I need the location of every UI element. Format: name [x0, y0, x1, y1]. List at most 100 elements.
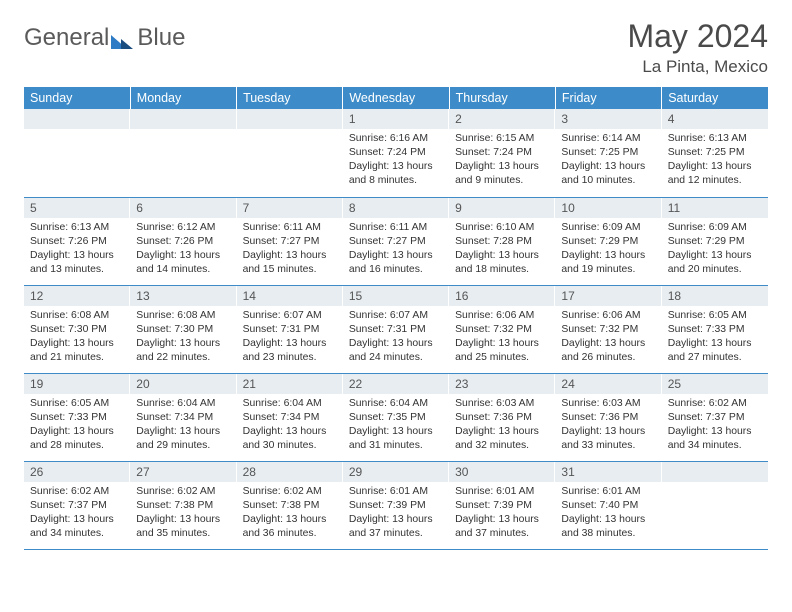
- day-cell: 3Sunrise: 6:14 AMSunset: 7:25 PMDaylight…: [555, 109, 661, 197]
- day-cell: 4Sunrise: 6:13 AMSunset: 7:25 PMDaylight…: [662, 109, 768, 197]
- weekday-header: Tuesday: [237, 87, 343, 109]
- weekday-header: Saturday: [662, 87, 768, 109]
- day-number: 2: [449, 109, 555, 129]
- day-number: 30: [449, 462, 555, 482]
- weekday-header: Monday: [130, 87, 236, 109]
- day-number: 5: [24, 198, 130, 218]
- day-cell: 18Sunrise: 6:05 AMSunset: 7:33 PMDayligh…: [662, 285, 768, 373]
- day-number: 13: [130, 286, 236, 306]
- day-info: Sunrise: 6:04 AMSunset: 7:34 PMDaylight:…: [130, 394, 236, 457]
- day-number: 7: [237, 198, 343, 218]
- day-cell: 16Sunrise: 6:06 AMSunset: 7:32 PMDayligh…: [449, 285, 555, 373]
- day-number: [237, 109, 343, 129]
- day-info: Sunrise: 6:04 AMSunset: 7:34 PMDaylight:…: [237, 394, 343, 457]
- day-info: Sunrise: 6:01 AMSunset: 7:40 PMDaylight:…: [555, 482, 661, 545]
- calendar-body: 1Sunrise: 6:16 AMSunset: 7:24 PMDaylight…: [24, 109, 768, 549]
- calendar-row: 1Sunrise: 6:16 AMSunset: 7:24 PMDaylight…: [24, 109, 768, 197]
- day-cell: 17Sunrise: 6:06 AMSunset: 7:32 PMDayligh…: [555, 285, 661, 373]
- day-info: Sunrise: 6:02 AMSunset: 7:38 PMDaylight:…: [237, 482, 343, 545]
- day-number: 22: [343, 374, 449, 394]
- day-cell: 22Sunrise: 6:04 AMSunset: 7:35 PMDayligh…: [343, 373, 449, 461]
- day-info: Sunrise: 6:14 AMSunset: 7:25 PMDaylight:…: [555, 129, 661, 192]
- day-cell: 1Sunrise: 6:16 AMSunset: 7:24 PMDaylight…: [343, 109, 449, 197]
- day-cell: 31Sunrise: 6:01 AMSunset: 7:40 PMDayligh…: [555, 461, 661, 549]
- day-cell: 10Sunrise: 6:09 AMSunset: 7:29 PMDayligh…: [555, 197, 661, 285]
- day-info: Sunrise: 6:06 AMSunset: 7:32 PMDaylight:…: [449, 306, 555, 369]
- day-number: 3: [555, 109, 661, 129]
- day-info: Sunrise: 6:05 AMSunset: 7:33 PMDaylight:…: [662, 306, 768, 369]
- day-number: 15: [343, 286, 449, 306]
- day-number: 21: [237, 374, 343, 394]
- calendar-row: 5Sunrise: 6:13 AMSunset: 7:26 PMDaylight…: [24, 197, 768, 285]
- day-number: 24: [555, 374, 661, 394]
- calendar-table: SundayMondayTuesdayWednesdayThursdayFrid…: [24, 87, 768, 550]
- day-info: Sunrise: 6:08 AMSunset: 7:30 PMDaylight:…: [130, 306, 236, 369]
- calendar-row: 26Sunrise: 6:02 AMSunset: 7:37 PMDayligh…: [24, 461, 768, 549]
- day-number: [130, 109, 236, 129]
- day-info: Sunrise: 6:07 AMSunset: 7:31 PMDaylight:…: [237, 306, 343, 369]
- day-cell: 12Sunrise: 6:08 AMSunset: 7:30 PMDayligh…: [24, 285, 130, 373]
- day-number: 1: [343, 109, 449, 129]
- day-cell: 7Sunrise: 6:11 AMSunset: 7:27 PMDaylight…: [237, 197, 343, 285]
- empty-cell: [662, 461, 768, 549]
- day-number: 11: [662, 198, 768, 218]
- day-cell: 20Sunrise: 6:04 AMSunset: 7:34 PMDayligh…: [130, 373, 236, 461]
- day-number: 26: [24, 462, 130, 482]
- day-number: 23: [449, 374, 555, 394]
- day-cell: 27Sunrise: 6:02 AMSunset: 7:38 PMDayligh…: [130, 461, 236, 549]
- day-cell: 25Sunrise: 6:02 AMSunset: 7:37 PMDayligh…: [662, 373, 768, 461]
- calendar-row: 12Sunrise: 6:08 AMSunset: 7:30 PMDayligh…: [24, 285, 768, 373]
- day-info: Sunrise: 6:13 AMSunset: 7:25 PMDaylight:…: [662, 129, 768, 192]
- weekday-header: Friday: [555, 87, 661, 109]
- day-number: 25: [662, 374, 768, 394]
- day-number: [662, 462, 768, 482]
- day-info: Sunrise: 6:06 AMSunset: 7:32 PMDaylight:…: [555, 306, 661, 369]
- day-info: Sunrise: 6:05 AMSunset: 7:33 PMDaylight:…: [24, 394, 130, 457]
- empty-cell: [237, 109, 343, 197]
- day-info: Sunrise: 6:08 AMSunset: 7:30 PMDaylight:…: [24, 306, 130, 369]
- day-cell: 24Sunrise: 6:03 AMSunset: 7:36 PMDayligh…: [555, 373, 661, 461]
- sail-icon: [111, 31, 135, 49]
- day-info: Sunrise: 6:10 AMSunset: 7:28 PMDaylight:…: [449, 218, 555, 281]
- weekday-header: Thursday: [449, 87, 555, 109]
- day-info: Sunrise: 6:13 AMSunset: 7:26 PMDaylight:…: [24, 218, 130, 281]
- day-number: 8: [343, 198, 449, 218]
- location-label: La Pinta, Mexico: [627, 57, 768, 77]
- day-info: Sunrise: 6:09 AMSunset: 7:29 PMDaylight:…: [555, 218, 661, 281]
- day-number: 9: [449, 198, 555, 218]
- day-info: Sunrise: 6:09 AMSunset: 7:29 PMDaylight:…: [662, 218, 768, 281]
- day-number: 17: [555, 286, 661, 306]
- month-title: May 2024: [627, 18, 768, 55]
- day-info: Sunrise: 6:03 AMSunset: 7:36 PMDaylight:…: [555, 394, 661, 457]
- day-cell: 13Sunrise: 6:08 AMSunset: 7:30 PMDayligh…: [130, 285, 236, 373]
- day-cell: 15Sunrise: 6:07 AMSunset: 7:31 PMDayligh…: [343, 285, 449, 373]
- day-info: Sunrise: 6:01 AMSunset: 7:39 PMDaylight:…: [449, 482, 555, 545]
- day-number: 4: [662, 109, 768, 129]
- day-cell: 9Sunrise: 6:10 AMSunset: 7:28 PMDaylight…: [449, 197, 555, 285]
- day-number: 14: [237, 286, 343, 306]
- day-cell: 29Sunrise: 6:01 AMSunset: 7:39 PMDayligh…: [343, 461, 449, 549]
- brand-logo: General Blue: [24, 24, 185, 52]
- day-info: Sunrise: 6:02 AMSunset: 7:37 PMDaylight:…: [662, 394, 768, 457]
- day-cell: 11Sunrise: 6:09 AMSunset: 7:29 PMDayligh…: [662, 197, 768, 285]
- day-number: 16: [449, 286, 555, 306]
- day-number: 6: [130, 198, 236, 218]
- day-number: 20: [130, 374, 236, 394]
- day-info: Sunrise: 6:12 AMSunset: 7:26 PMDaylight:…: [130, 218, 236, 281]
- day-info: Sunrise: 6:01 AMSunset: 7:39 PMDaylight:…: [343, 482, 449, 545]
- day-cell: 2Sunrise: 6:15 AMSunset: 7:24 PMDaylight…: [449, 109, 555, 197]
- day-info: Sunrise: 6:04 AMSunset: 7:35 PMDaylight:…: [343, 394, 449, 457]
- day-number: 31: [555, 462, 661, 482]
- day-cell: 26Sunrise: 6:02 AMSunset: 7:37 PMDayligh…: [24, 461, 130, 549]
- day-cell: 5Sunrise: 6:13 AMSunset: 7:26 PMDaylight…: [24, 197, 130, 285]
- day-info: Sunrise: 6:11 AMSunset: 7:27 PMDaylight:…: [343, 218, 449, 281]
- day-info: Sunrise: 6:03 AMSunset: 7:36 PMDaylight:…: [449, 394, 555, 457]
- day-cell: 21Sunrise: 6:04 AMSunset: 7:34 PMDayligh…: [237, 373, 343, 461]
- day-number: 18: [662, 286, 768, 306]
- day-info: Sunrise: 6:02 AMSunset: 7:38 PMDaylight:…: [130, 482, 236, 545]
- day-cell: 19Sunrise: 6:05 AMSunset: 7:33 PMDayligh…: [24, 373, 130, 461]
- day-cell: 28Sunrise: 6:02 AMSunset: 7:38 PMDayligh…: [237, 461, 343, 549]
- day-cell: 14Sunrise: 6:07 AMSunset: 7:31 PMDayligh…: [237, 285, 343, 373]
- empty-cell: [130, 109, 236, 197]
- day-cell: 23Sunrise: 6:03 AMSunset: 7:36 PMDayligh…: [449, 373, 555, 461]
